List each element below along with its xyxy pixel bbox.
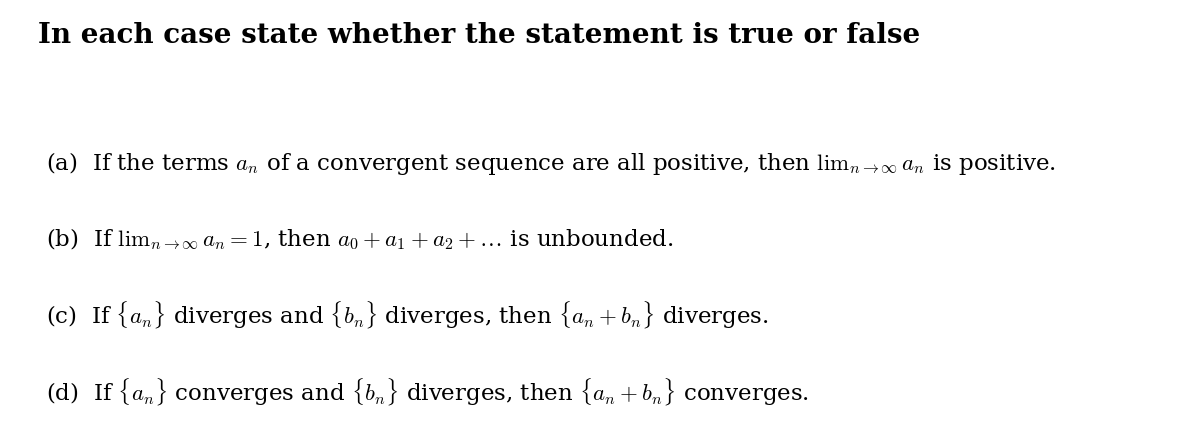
Text: (a)  If the terms $a_n$ of a convergent sequence are all positive, then $\mathrm: (a) If the terms $a_n$ of a convergent s… xyxy=(46,150,1056,177)
Text: (b)  If $\mathrm{lim}_{n\to\infty}\, a_n{=}1$, then $a_0 + a_1 + a_2 + \ldots$ i: (b) If $\mathrm{lim}_{n\to\infty}\, a_n{… xyxy=(46,227,673,252)
Text: In each case state whether the statement is true or false: In each case state whether the statement… xyxy=(38,22,920,49)
Text: (c)  If $\{a_n\}$ diverges and $\{b_n\}$ diverges, then $\{a_n + b_n\}$ diverges: (c) If $\{a_n\}$ diverges and $\{b_n\}$ … xyxy=(46,300,768,332)
Text: (d)  If $\{a_n\}$ converges and $\{b_n\}$ diverges, then $\{a_n + b_n\}$ converg: (d) If $\{a_n\}$ converges and $\{b_n\}$… xyxy=(46,376,809,408)
